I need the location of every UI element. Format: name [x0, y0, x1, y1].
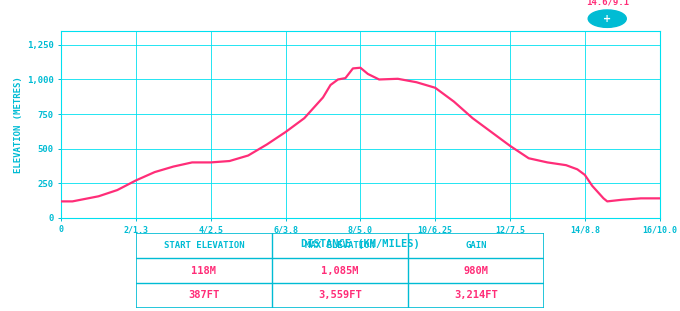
Text: 3,559FT: 3,559FT	[318, 290, 362, 300]
Text: 1,085M: 1,085M	[321, 266, 359, 276]
Text: START ELEVATION: START ELEVATION	[164, 241, 244, 250]
Text: 387FT: 387FT	[188, 290, 220, 300]
Y-axis label: ELEVATION (METRES): ELEVATION (METRES)	[14, 76, 22, 173]
Text: +: +	[603, 14, 611, 24]
Text: 14.6/9.1: 14.6/9.1	[585, 0, 629, 7]
Text: GAIN: GAIN	[465, 241, 487, 250]
X-axis label: DISTANCE (KM/MILES): DISTANCE (KM/MILES)	[301, 239, 420, 248]
Text: 3,214FT: 3,214FT	[454, 290, 498, 300]
Text: 980M: 980M	[464, 266, 488, 276]
Text: MAX ELEVATION: MAX ELEVATION	[305, 241, 375, 250]
Text: 118M: 118M	[192, 266, 216, 276]
